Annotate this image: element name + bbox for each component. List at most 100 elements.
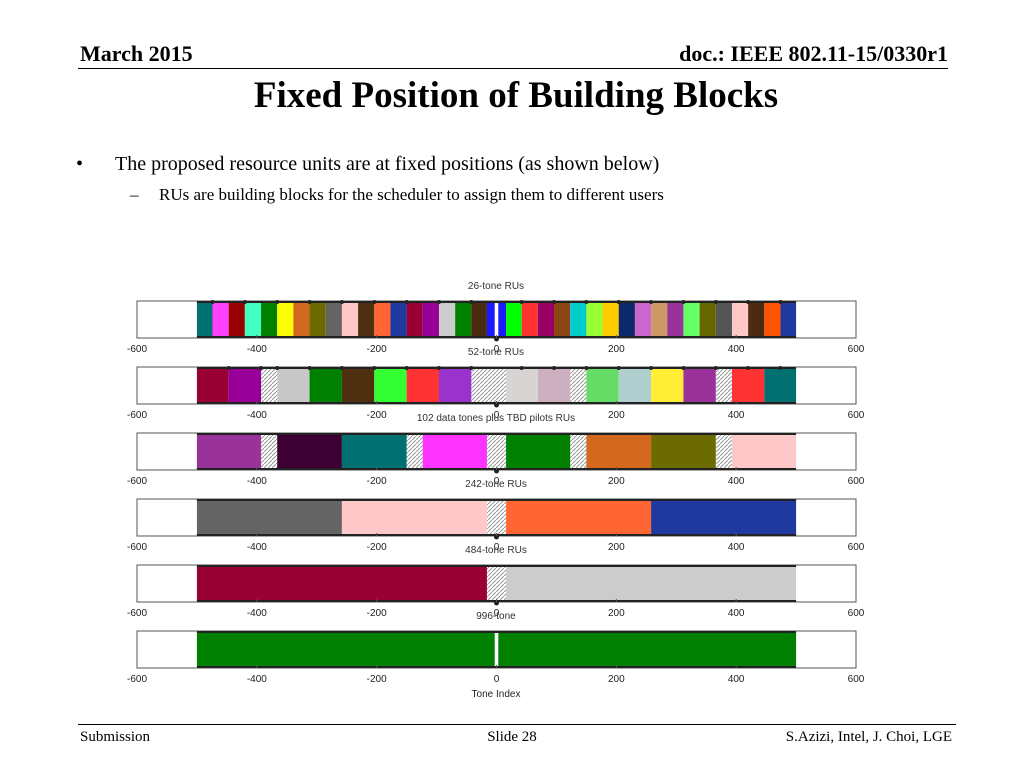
dc-marker xyxy=(494,468,499,474)
ru-block xyxy=(390,302,407,337)
ru-panel: 26-tone RUs -600 -400 -200 0 200 400 600 xyxy=(127,281,865,355)
dc-marker xyxy=(494,336,499,342)
x-tick-label: -200 xyxy=(367,608,387,619)
x-tick-label: 600 xyxy=(848,476,865,487)
boundary-marker xyxy=(552,300,557,304)
ru-block xyxy=(683,302,700,337)
ru-block xyxy=(537,368,571,403)
ru-block xyxy=(651,500,797,535)
boundary-marker xyxy=(307,366,312,370)
boundary-marker xyxy=(746,366,751,370)
panel-title: 52-tone RUs xyxy=(468,347,524,358)
x-tick-label: -400 xyxy=(247,608,267,619)
ru-block xyxy=(521,302,538,337)
ru-block xyxy=(699,302,716,337)
boundary-marker xyxy=(519,300,524,304)
gap-hatch xyxy=(261,368,278,403)
footer-slide-number: Slide 28 xyxy=(487,729,537,745)
x-tick-label: 0 xyxy=(494,476,500,487)
x-tick-label: -200 xyxy=(367,476,387,487)
x-tick-label: 0 xyxy=(494,410,500,421)
header-date: March 2015 xyxy=(80,41,193,66)
ru-block xyxy=(634,302,652,337)
ru-block xyxy=(683,368,716,403)
x-tick-label: -600 xyxy=(127,542,147,553)
x-tick-label: 200 xyxy=(608,608,625,619)
panel-title: 484-tone RUs xyxy=(465,545,527,556)
boundary-marker xyxy=(681,366,686,370)
gap-hatch xyxy=(471,368,487,403)
bullet-marker: • xyxy=(76,153,84,175)
ru-block xyxy=(715,302,732,337)
ru-block xyxy=(618,302,635,337)
gap-hatch xyxy=(570,368,587,403)
x-tick-label: 0 xyxy=(494,344,500,355)
ru-block xyxy=(341,434,407,469)
x-tick-label: 600 xyxy=(848,542,865,553)
header-rule xyxy=(78,68,948,69)
boundary-marker xyxy=(649,366,654,370)
x-tick-label: 200 xyxy=(608,674,625,685)
ru-panel: 102 data tones plus TBD pilots RUs -600 -4… xyxy=(127,413,865,487)
gap-hatch xyxy=(261,434,278,469)
x-tick-label: -400 xyxy=(247,476,267,487)
boundary-marker xyxy=(210,300,215,304)
gap-hatch xyxy=(486,434,507,469)
boundary-marker xyxy=(404,366,409,370)
ru-block xyxy=(196,500,342,535)
x-tick-label: -600 xyxy=(127,344,147,355)
ru-block xyxy=(471,302,487,337)
boundary-marker xyxy=(339,300,344,304)
gap-hatch xyxy=(715,368,732,403)
boundary-marker xyxy=(552,366,557,370)
x-tick-label: 400 xyxy=(728,476,745,487)
ru-block xyxy=(780,302,797,337)
x-axis-label: Tone Index xyxy=(472,689,521,700)
boundary-marker xyxy=(681,300,686,304)
bullet-text: The proposed resource units are at fixed… xyxy=(115,153,660,175)
boundary-marker xyxy=(469,300,474,304)
boundary-marker xyxy=(339,366,344,370)
ru-block xyxy=(438,302,456,337)
x-tick-label: 400 xyxy=(728,542,745,553)
gap-hatch xyxy=(715,434,732,469)
ru-panel: 484-tone RUs -600 -400 -200 0 200 400 600 xyxy=(127,545,865,619)
boundary-marker xyxy=(275,366,280,370)
gap-hatch xyxy=(486,566,507,601)
ru-block xyxy=(506,302,522,337)
ru-block xyxy=(228,302,245,337)
ru-block xyxy=(602,302,619,337)
ru-block xyxy=(325,302,342,337)
boundary-marker xyxy=(436,366,441,370)
boundary-marker xyxy=(242,300,247,304)
sub-bullet-marker: – xyxy=(130,185,139,204)
ru-block xyxy=(731,434,797,469)
x-tick-label: -600 xyxy=(127,608,147,619)
ru-block xyxy=(438,368,472,403)
ru-block xyxy=(498,632,797,667)
ru-block xyxy=(374,368,407,403)
panel-title: 26-tone RUs xyxy=(468,281,524,292)
x-tick-label: -600 xyxy=(127,476,147,487)
ru-block xyxy=(293,302,310,337)
ru-block xyxy=(586,368,619,403)
boundary-marker xyxy=(713,300,718,304)
ru-block xyxy=(731,302,749,337)
x-tick-label: 0 xyxy=(494,542,500,553)
boundary-marker xyxy=(404,300,409,304)
sub-bullet-text: RUs are building blocks for the schedule… xyxy=(159,185,664,204)
ru-block xyxy=(277,302,294,337)
boundary-marker xyxy=(778,300,783,304)
ru-block xyxy=(374,302,391,337)
x-tick-label: -600 xyxy=(127,410,147,421)
boundary-marker xyxy=(746,300,751,304)
boundary-marker xyxy=(259,366,264,370)
ru-block xyxy=(586,434,652,469)
x-tick-label: 0 xyxy=(494,608,500,619)
x-tick-label: -400 xyxy=(247,542,267,553)
x-tick-label: 400 xyxy=(728,608,745,619)
ru-block xyxy=(261,302,278,337)
ru-block xyxy=(406,368,439,403)
dc-marker xyxy=(494,402,499,408)
